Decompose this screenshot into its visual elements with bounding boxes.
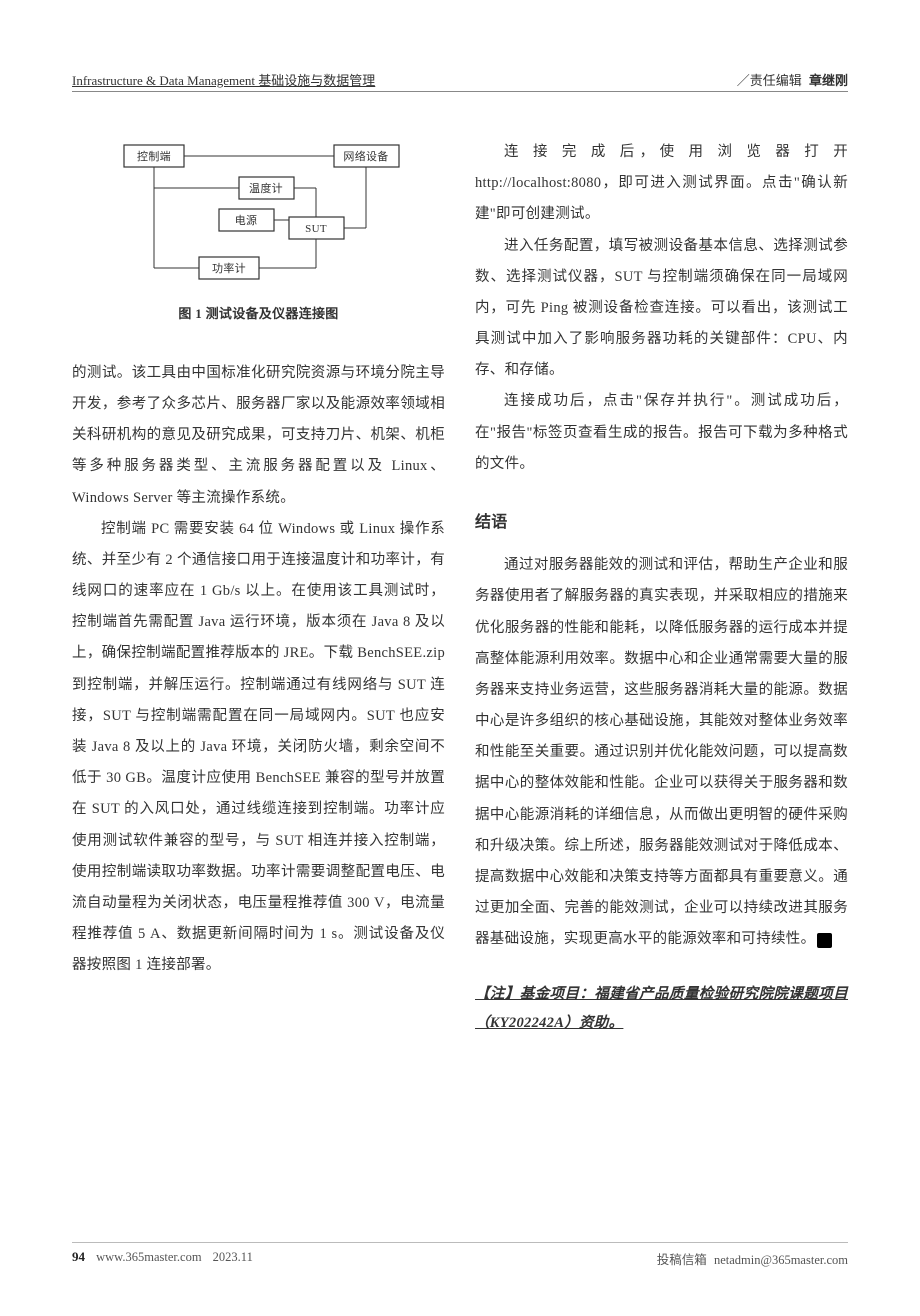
footer-right: 投稿信箱 netadmin@365master.com	[657, 1249, 848, 1268]
node-controller: 控制端	[137, 149, 171, 163]
footer-date: 2023.11	[213, 1250, 253, 1264]
footer-left: 94 www.365master.com 2023.11	[72, 1249, 253, 1268]
header-editor: ／责任编辑 章继刚	[737, 70, 848, 89]
diagram-svg: 控制端 网络设备 温度计 电源 SUT 功率计	[109, 137, 409, 292]
editor-name: 章继刚	[809, 73, 848, 88]
right-p4: 通过对服务器能效的测试和评估，帮助生产企业和服务器使用者了解服务器的真实表现，并…	[475, 550, 848, 955]
node-thermometer: 温度计	[249, 181, 283, 195]
conclusion-text: 通过对服务器能效的测试和评估，帮助生产企业和服务器使用者了解服务器的真实表现，并…	[475, 557, 848, 947]
conclusion-heading: 结语	[475, 506, 848, 540]
submit-label: 投稿信箱	[657, 1253, 707, 1267]
header-category: Infrastructure & Data Management 基础设施与数据…	[72, 70, 375, 89]
end-mark-icon: N	[817, 933, 832, 948]
node-network: 网络设备	[343, 149, 388, 163]
node-power-meter: 功率计	[212, 261, 246, 275]
figure-caption: 图 1 测试设备及仪器连接图	[72, 300, 445, 328]
footnote: 【注】基金项目：福建省产品质量检验研究院院课题项目（KY202242A）资助。	[475, 980, 848, 1038]
left-p1: 的测试。该工具由中国标准化研究院资源与环境分院主导开发，参考了众多芯片、服务器厂…	[72, 358, 445, 514]
right-p3: 连接成功后，点击"保存并执行"。测试成功后，在"报告"标签页查看生成的报告。报告…	[475, 386, 848, 480]
footer-site: www.365master.com	[96, 1250, 201, 1264]
node-sut: SUT	[305, 223, 327, 235]
page-footer: 94 www.365master.com 2023.11 投稿信箱 netadm…	[72, 1242, 848, 1268]
figure-1: 控制端 网络设备 温度计 电源 SUT 功率计	[72, 137, 445, 328]
submit-email: netadmin@365master.com	[714, 1253, 848, 1267]
editor-label: ／责任编辑	[737, 73, 802, 88]
content-columns: 控制端 网络设备 温度计 电源 SUT 功率计	[72, 137, 848, 1038]
page-header: Infrastructure & Data Management 基础设施与数据…	[72, 70, 848, 92]
left-column: 控制端 网络设备 温度计 电源 SUT 功率计	[72, 137, 445, 1038]
right-p1: 连 接 完 成 后，使 用 浏 览 器 打 开 http://localhost…	[475, 137, 848, 231]
left-p2: 控制端 PC 需要安装 64 位 Windows 或 Linux 操作系统、并至…	[72, 514, 445, 982]
page-number: 94	[72, 1249, 85, 1264]
right-p2: 进入任务配置，填写被测设备基本信息、选择测试参数、选择测试仪器，SUT 与控制端…	[475, 231, 848, 387]
node-power: 电源	[234, 213, 257, 227]
right-column: 连 接 完 成 后，使 用 浏 览 器 打 开 http://localhost…	[475, 137, 848, 1038]
